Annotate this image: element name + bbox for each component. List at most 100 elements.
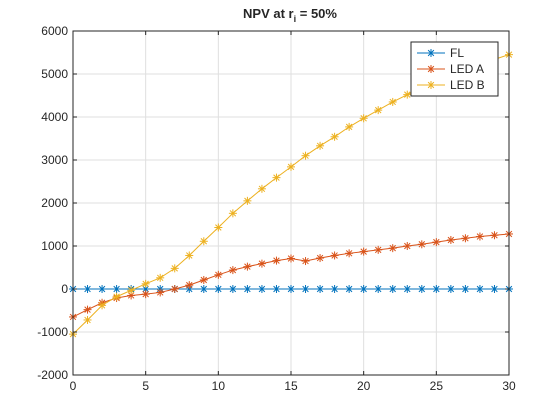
data-point [243, 196, 252, 205]
data-point [199, 237, 208, 246]
data-point [330, 285, 339, 293]
data-point [490, 285, 499, 293]
data-point [243, 262, 252, 271]
chart-title-subscript: i [294, 14, 297, 24]
data-point [170, 264, 179, 273]
legend-label: FL [450, 46, 464, 60]
data-point [345, 249, 354, 258]
data-point [83, 305, 92, 314]
y-tick-label: -1000 [37, 325, 68, 339]
data-point [301, 257, 310, 266]
data-point [127, 286, 136, 295]
data-point [388, 285, 397, 293]
y-tick-label: 4000 [41, 110, 68, 124]
data-point [490, 231, 499, 240]
data-point [112, 292, 121, 301]
data-point [83, 315, 92, 324]
data-point [446, 285, 455, 293]
data-point [214, 270, 223, 279]
data-point [228, 209, 237, 218]
x-tick-label: 10 [212, 379, 226, 393]
data-point [475, 285, 484, 293]
data-point [141, 279, 150, 288]
data-point [301, 285, 310, 293]
data-point [141, 290, 150, 299]
legend-label: LED A [450, 62, 484, 76]
y-tick-label: 0 [61, 282, 68, 296]
data-point [185, 281, 194, 290]
data-point [403, 285, 412, 293]
legend-marker [427, 65, 435, 73]
data-point [330, 251, 339, 260]
legend-label: LED B [450, 78, 485, 92]
data-point [316, 285, 325, 293]
x-tick-label: 5 [142, 379, 149, 393]
data-point [417, 285, 426, 293]
data-point [156, 288, 165, 297]
legend: FL LED A LED B [410, 41, 499, 97]
data-point [257, 184, 266, 193]
data-point [228, 285, 237, 293]
x-tick-label: 20 [357, 379, 371, 393]
x-tick-label: 30 [502, 379, 516, 393]
series-led-a [69, 229, 513, 321]
data-point [417, 240, 426, 249]
data-point [214, 285, 223, 293]
y-tick-label: 6000 [41, 24, 68, 38]
legend-marker [427, 81, 435, 89]
data-point [388, 97, 397, 106]
data-point [243, 285, 252, 293]
data-point [301, 151, 310, 160]
data-point [403, 90, 412, 99]
legend-marker [427, 49, 435, 57]
y-tick-label: 1000 [41, 239, 68, 253]
x-tick-label: 25 [430, 379, 444, 393]
y-tick-label: 2000 [41, 196, 68, 210]
data-point [112, 285, 121, 293]
y-tick-label: 5000 [41, 67, 68, 81]
data-point [170, 285, 179, 293]
data-point [287, 162, 295, 171]
data-point [272, 285, 281, 293]
data-point [432, 238, 441, 247]
data-point [461, 234, 470, 243]
data-point [272, 256, 281, 265]
data-point [316, 141, 325, 150]
data-point [228, 266, 237, 275]
data-point [374, 245, 383, 254]
data-point [199, 285, 208, 293]
data-point [257, 285, 266, 293]
data-point [185, 251, 194, 260]
data-point [287, 285, 295, 293]
data-point [98, 301, 107, 310]
data-point [432, 285, 441, 293]
data-point [359, 114, 368, 123]
data-point [475, 232, 484, 241]
data-point [287, 254, 295, 263]
data-point [345, 122, 354, 131]
data-point [316, 254, 325, 263]
chart-title-main: NPV at r [243, 6, 294, 21]
legend-item-led-b: LED B [417, 78, 485, 92]
legend-item-fl: FL [417, 46, 464, 60]
axis-ticks: 0 5 10 15 20 25 30 -2000 -1000 0 1000 2000 3000 4000 5… [37, 24, 516, 393]
x-tick-label: 15 [284, 379, 298, 393]
data-point [330, 132, 339, 141]
data-point [446, 235, 455, 244]
data-point [403, 242, 412, 250]
data-point [83, 285, 92, 293]
data-point [199, 275, 208, 284]
data-point [388, 244, 397, 253]
legend-item-led-a: LED A [417, 62, 484, 76]
data-point [345, 285, 354, 293]
data-point [156, 273, 165, 282]
data-point [359, 285, 368, 293]
data-point [359, 247, 368, 256]
data-point [374, 285, 383, 293]
data-point [257, 259, 266, 268]
data-point [461, 285, 470, 293]
data-point [214, 223, 223, 232]
y-tick-label: 3000 [41, 153, 68, 167]
x-tick-label: 0 [70, 379, 77, 393]
